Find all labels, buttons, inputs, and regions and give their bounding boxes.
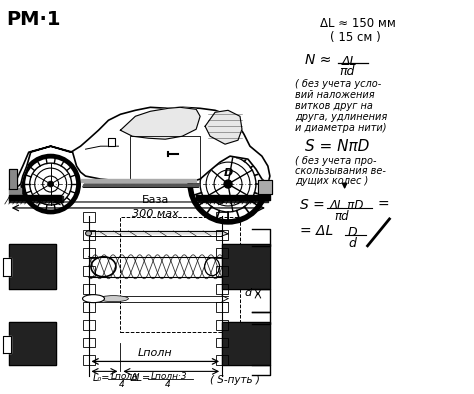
Bar — [82, 355, 94, 365]
Text: ΔL=: ΔL= — [130, 374, 151, 383]
Text: D: D — [347, 226, 357, 239]
Polygon shape — [3, 336, 11, 353]
Text: πd: πd — [340, 65, 355, 78]
Text: d: d — [348, 237, 356, 250]
Text: витков друг на: витков друг на — [295, 101, 373, 112]
Text: 300 мах: 300 мах — [132, 209, 179, 219]
Polygon shape — [11, 107, 270, 194]
Bar — [216, 320, 228, 329]
Ellipse shape — [82, 295, 104, 303]
Bar — [216, 338, 228, 348]
Text: Lполн: Lполн — [138, 348, 173, 359]
Bar — [216, 355, 228, 365]
Polygon shape — [205, 110, 242, 144]
Text: S =: S = — [300, 198, 325, 212]
Polygon shape — [3, 258, 11, 276]
Text: РМ·1: РМ·1 — [6, 10, 60, 29]
Text: 4: 4 — [118, 380, 124, 389]
Ellipse shape — [99, 296, 128, 302]
Text: ( без учета про-: ( без учета про- — [295, 156, 376, 166]
Text: Lполн·3: Lполн·3 — [150, 372, 187, 381]
Bar — [82, 266, 94, 276]
Bar — [216, 248, 228, 258]
Bar — [82, 338, 94, 348]
Text: скользывания ве-: скользывания ве- — [295, 166, 386, 176]
Text: и диаметра нити): и диаметра нити) — [295, 123, 386, 133]
Bar — [82, 320, 94, 329]
Polygon shape — [258, 180, 272, 194]
Bar — [216, 302, 228, 312]
Bar — [216, 212, 228, 222]
Ellipse shape — [85, 231, 91, 236]
Text: ( S-путь ): ( S-путь ) — [210, 375, 260, 385]
Text: вий наложения: вий наложения — [295, 90, 374, 100]
Polygon shape — [222, 322, 270, 365]
Bar — [82, 212, 94, 222]
Text: ΔL ≈ 150 мм: ΔL ≈ 150 мм — [319, 17, 396, 30]
Polygon shape — [120, 107, 200, 139]
Text: ΔL πD: ΔL πD — [330, 199, 364, 212]
Text: D: D — [224, 168, 233, 178]
Text: πd: πd — [335, 210, 349, 223]
Text: дущих колес ): дущих колес ) — [295, 176, 368, 186]
Text: База: База — [142, 195, 169, 205]
Polygon shape — [9, 188, 21, 194]
Text: =: = — [377, 198, 389, 212]
Polygon shape — [9, 169, 17, 189]
Bar — [216, 284, 228, 294]
Text: = ΔL: = ΔL — [300, 224, 333, 238]
Polygon shape — [9, 322, 55, 365]
Bar — [82, 302, 94, 312]
Polygon shape — [109, 138, 116, 146]
Text: N ≈: N ≈ — [305, 52, 331, 67]
Bar — [216, 266, 228, 276]
Circle shape — [224, 180, 232, 188]
Bar — [82, 284, 94, 294]
Polygon shape — [85, 231, 227, 234]
Bar — [216, 230, 228, 240]
Circle shape — [48, 181, 54, 187]
Polygon shape — [82, 184, 200, 187]
Text: ΔL: ΔL — [342, 54, 357, 67]
Text: Lполн: Lполн — [110, 372, 138, 381]
Text: ( 15 см ): ( 15 см ) — [330, 31, 381, 44]
Text: 4: 4 — [165, 380, 171, 389]
Bar — [82, 230, 94, 240]
Text: ( без учета усло-: ( без учета усло- — [295, 80, 381, 89]
Bar — [120, 217, 240, 331]
Text: d: d — [245, 288, 252, 297]
Polygon shape — [222, 244, 270, 289]
Text: L₀=: L₀= — [92, 374, 110, 383]
Polygon shape — [9, 244, 55, 289]
Text: друга, удлинения: друга, удлинения — [295, 112, 387, 122]
Polygon shape — [81, 179, 196, 182]
Bar — [82, 248, 94, 258]
Text: S = NπD: S = NπD — [305, 139, 369, 154]
